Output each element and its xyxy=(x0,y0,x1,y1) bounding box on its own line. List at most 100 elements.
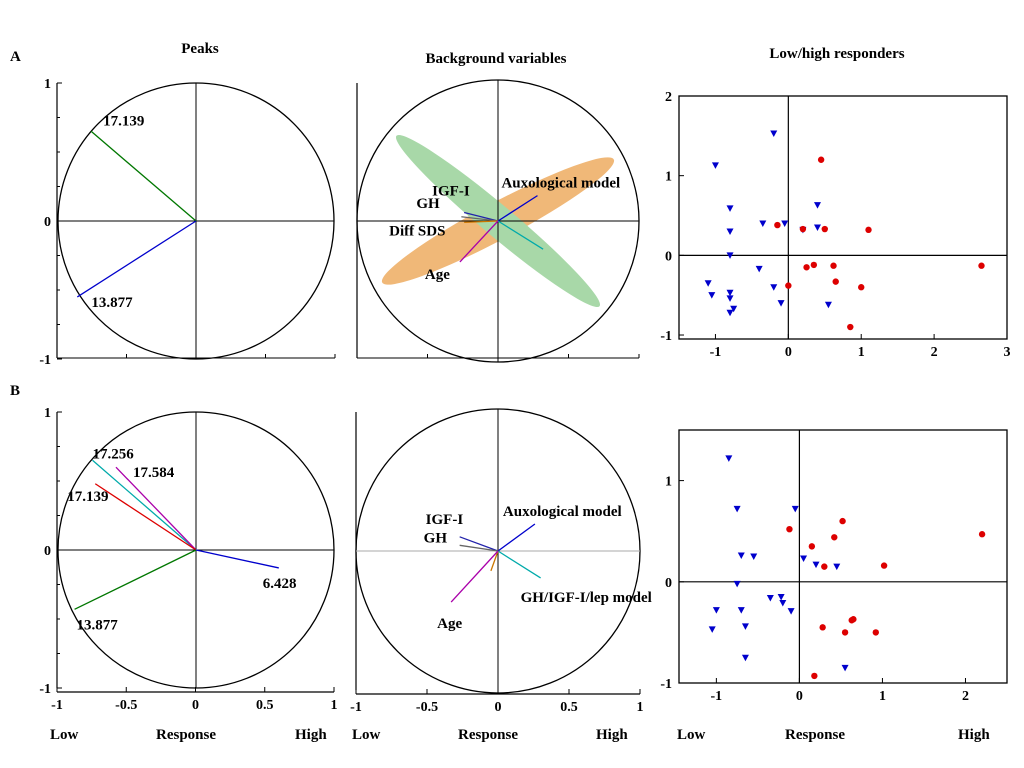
low-responder-point xyxy=(770,130,778,137)
vector-label: GH/IGF-I/lep model xyxy=(521,590,652,606)
y-tick-label: 0 xyxy=(665,249,672,264)
low-responder-point xyxy=(726,289,734,297)
loading-vector xyxy=(464,220,499,224)
high-responder-point xyxy=(831,534,838,541)
low-responder-point xyxy=(781,220,789,227)
low-responder-point xyxy=(741,623,749,630)
loading-vector xyxy=(90,130,197,222)
title-background-variables: Background variables xyxy=(426,51,567,67)
vector-label: Auxological model xyxy=(503,504,622,520)
high-responder-point xyxy=(978,531,986,538)
loading-vector xyxy=(459,544,499,552)
low-responder-point xyxy=(725,455,733,462)
high-responder-point xyxy=(821,225,828,233)
high-responder-point xyxy=(808,543,816,550)
loading-vector xyxy=(92,459,197,551)
low-responder-point xyxy=(750,553,758,560)
x-tick-label: 0.5 xyxy=(256,698,274,713)
x-tick-label: 1 xyxy=(858,345,865,360)
loading-vector xyxy=(497,195,538,222)
high-responder-point xyxy=(832,278,839,285)
high-responder-point xyxy=(841,629,849,636)
panel-a-responders: -1 0 1 2 3 -1 0 1 2 xyxy=(660,90,1010,360)
vector-label: 17.584 xyxy=(133,465,175,481)
y-tick-label: 2 xyxy=(665,90,672,105)
right-response-label: Response xyxy=(785,727,845,743)
vector-label: 13.877 xyxy=(77,617,119,633)
low-responder-point xyxy=(733,580,741,588)
high-responder-point xyxy=(847,323,854,331)
loading-vector xyxy=(459,536,499,552)
loading-vector xyxy=(195,549,279,569)
panel-b-responders: -1 0 1 2 -1 0 1 xyxy=(660,429,1008,704)
y-tick-label: 0 xyxy=(44,215,51,230)
middle-low-label: Low xyxy=(352,727,381,743)
x-tick-label: -1 xyxy=(710,345,722,360)
left-high-label: High xyxy=(295,727,327,743)
high-responder-point xyxy=(880,562,888,569)
loading-vector xyxy=(497,523,536,552)
vector-label: Age xyxy=(437,616,462,632)
low-responder-point xyxy=(841,664,849,672)
middle-response-label: Response xyxy=(458,727,518,743)
low-responder-point xyxy=(704,280,712,287)
y-tick-label: -1 xyxy=(660,329,672,344)
low-responder-point xyxy=(726,228,734,235)
high-responder-point xyxy=(799,225,807,233)
low-responder-point xyxy=(813,202,821,209)
panel-label-b: B xyxy=(10,383,20,399)
loading-vector xyxy=(74,549,197,610)
high-responder-point xyxy=(803,264,810,271)
loading-vector xyxy=(450,550,499,603)
high-responder-point xyxy=(858,284,865,291)
right-high-label: High xyxy=(958,727,990,743)
x-tick-label: -0.5 xyxy=(115,698,137,713)
low-responder-point xyxy=(708,292,716,299)
panel-label-a: A xyxy=(10,49,21,65)
panel-a-peaks: -1 0 1 17.139 13.877 xyxy=(39,77,336,368)
left-low-label: Low xyxy=(50,727,79,743)
vector-label: GH xyxy=(416,196,440,212)
x-tick-label: 2 xyxy=(962,689,969,704)
panel-a-background: Auxological model IGF-IGH Diff SDS Age xyxy=(356,79,640,363)
x-tick-label: -1 xyxy=(350,700,362,715)
x-tick-label: 0 xyxy=(785,345,792,360)
low-responder-point xyxy=(726,205,734,212)
y-tick-label: 0 xyxy=(44,544,51,559)
low-responder-point xyxy=(737,607,745,614)
left-response-label: Response xyxy=(156,727,216,743)
y-tick-label: 0 xyxy=(665,576,672,591)
low-responder-point xyxy=(741,654,749,662)
vector-label: 17.256 xyxy=(93,446,135,462)
low-responder-point xyxy=(813,224,821,231)
y-tick-label: 1 xyxy=(665,475,672,490)
x-tick-label: 0 xyxy=(192,698,199,713)
loading-vector xyxy=(76,220,197,298)
low-responder-point xyxy=(777,300,785,307)
low-responder-point xyxy=(726,295,734,302)
low-responder-point xyxy=(833,563,841,571)
low-responder-point xyxy=(777,593,785,601)
x-tick-label: 1 xyxy=(879,689,886,704)
high-responder-point xyxy=(774,221,781,229)
vector-label: 6.428 xyxy=(263,576,297,592)
y-tick-label: -1 xyxy=(660,677,672,692)
high-responder-point xyxy=(819,624,826,631)
high-responder-point xyxy=(872,629,879,636)
x-tick-label: 0.5 xyxy=(560,700,578,715)
title-peaks: Peaks xyxy=(181,41,219,57)
panel-b-background: -1 -0.5 0 0.5 1 Auxological model GH/IGF-I/lep… xyxy=(350,408,652,715)
high-responder-point xyxy=(848,617,855,624)
y-tick-label: 1 xyxy=(665,170,672,185)
panel-b-peaks: -1 0 1 -1 -0.5 0 0.5 1 17.256 17.584 17.139 6.428 13… xyxy=(39,406,337,713)
y-tick-label: 1 xyxy=(44,77,51,92)
vector-label: Auxological model xyxy=(501,176,620,192)
vector-label: GH xyxy=(424,530,448,546)
x-tick-label: 1 xyxy=(331,698,338,713)
low-responder-point xyxy=(711,162,719,169)
low-responder-point xyxy=(730,305,738,313)
low-responder-point xyxy=(708,626,716,633)
low-responder-point xyxy=(779,600,787,607)
loading-vector xyxy=(497,220,544,250)
high-responder-point xyxy=(786,525,793,533)
